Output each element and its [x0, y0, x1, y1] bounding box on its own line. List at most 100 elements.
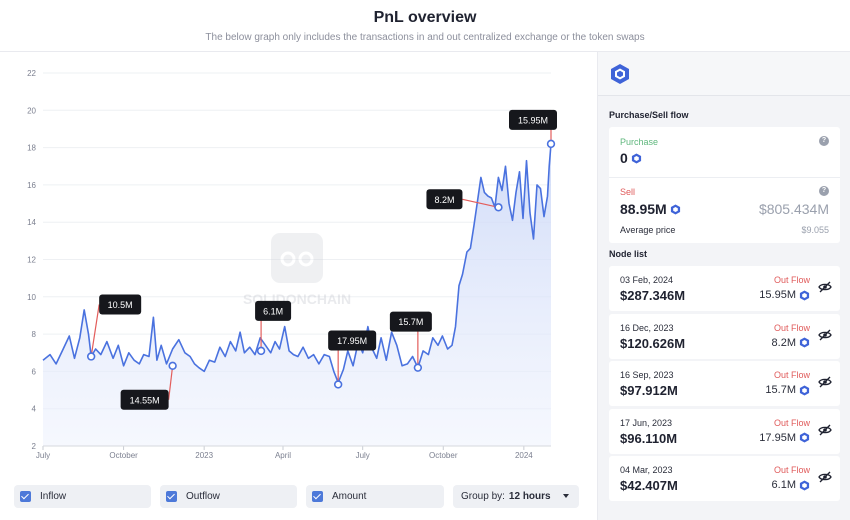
token-icon [799, 289, 810, 301]
y-tick-label: 18 [27, 144, 36, 153]
eye-off-icon[interactable] [818, 471, 832, 483]
node-usd-value: $42.407M [620, 478, 678, 493]
chevron-down-icon [563, 494, 569, 498]
eye-off-icon[interactable] [818, 424, 832, 436]
group-by-select[interactable]: Group by: 12 hours [453, 485, 579, 508]
amount-tag-label: 17.95M [337, 336, 367, 346]
node-flow-label: Out Flow [773, 370, 810, 380]
node-flow-label: Out Flow [773, 417, 810, 428]
amount-tag [509, 109, 557, 130]
inflow-toggle[interactable]: Inflow [14, 485, 151, 508]
eye-off-icon[interactable] [818, 281, 832, 293]
group-by-label: Group by: [461, 491, 505, 502]
y-tick-label: 14 [27, 218, 36, 227]
y-tick-label: 2 [32, 442, 37, 451]
flow-point [168, 361, 177, 371]
x-tick-label: October [429, 451, 458, 460]
token-icon [799, 432, 810, 443]
flow-point [546, 139, 556, 149]
callout-line [168, 365, 174, 400]
token-icon [799, 337, 810, 348]
node-flow-label: Out Flow [773, 275, 810, 285]
page-subtitle: The below graph only includes the transa… [205, 32, 645, 43]
amount-tag [255, 300, 292, 321]
y-tick-label: 20 [27, 106, 36, 115]
x-tick-label: October [109, 451, 138, 460]
series-line [42, 143, 552, 384]
x-tick-label: 2023 [195, 451, 213, 460]
node-amount: 6.1M [772, 479, 810, 491]
node-usd-value: $97.912M [620, 383, 678, 398]
x-tick-label: July [36, 451, 50, 460]
node-date: 03 Feb, 2024 [620, 275, 674, 285]
amount-label: Amount [332, 491, 367, 502]
y-tick-label: 22 [27, 69, 36, 78]
amount-tag [99, 294, 142, 315]
page-title: PnL overview [373, 9, 477, 26]
flow-point [86, 352, 96, 361]
flow-point [494, 203, 503, 212]
amount-tag-label: 14.55M [130, 395, 160, 405]
y-tick-label: 12 [27, 256, 36, 265]
y-tick-label: 10 [27, 293, 36, 302]
watermark: SOLIDONCHAIN [243, 233, 351, 307]
amount-tag-label: 15.95M [518, 115, 548, 125]
average-price-label: Average price [620, 225, 676, 235]
group-by-value: 12 hours [508, 491, 551, 502]
amount-tag [389, 311, 432, 332]
callout-line [90, 304, 100, 357]
watermark-logo-icon [271, 233, 323, 283]
checkbox-checked-icon [166, 491, 177, 502]
amount-tag [120, 389, 169, 410]
node-usd-value: $120.626M [620, 335, 686, 351]
amount-tag [426, 189, 463, 210]
flow-section-title: Purchase/Sell flow [609, 110, 689, 120]
node-usd-value: $287.346M [620, 288, 686, 303]
flow-point [256, 346, 266, 356]
panel-divider [597, 52, 598, 520]
x-tick-label: April [275, 451, 291, 460]
y-tick-label: 16 [27, 181, 36, 190]
y-axis-ticks: 2 4 6 8 10 12 14 16 18 20 22 [27, 69, 36, 451]
amount-tag-label: 6.1M [263, 306, 283, 316]
node-list-item[interactable]: 03 Feb, 2024 $287.346M Out Flow 15.95M [609, 266, 840, 311]
token-icon [799, 384, 810, 396]
help-icon[interactable]: ? [819, 136, 829, 146]
sell-value: 88.95M [620, 201, 681, 217]
callout-line [462, 198, 499, 208]
node-flow-label: Out Flow [773, 322, 810, 333]
sell-usd-value: $805.434M [758, 201, 829, 217]
purchase-value: 0 [620, 150, 642, 166]
help-icon[interactable]: ? [819, 186, 829, 196]
token-header [598, 52, 850, 96]
amount-tag-label: 15.7M [398, 317, 423, 327]
y-tick-label: 6 [32, 367, 37, 376]
node-date: 16 Sep, 2023 [620, 370, 674, 380]
amount-toggle[interactable]: Amount [306, 485, 444, 508]
eye-off-icon[interactable] [818, 329, 832, 341]
checkbox-checked-icon [20, 491, 31, 502]
chart-filters: Inflow Outflow Amount Group by: 12 hours [0, 480, 597, 520]
node-amount: 15.95M [759, 289, 810, 301]
node-list-title: Node list [609, 249, 648, 259]
card-divider [609, 177, 840, 178]
purchase-label: Purchase [620, 137, 659, 147]
purchase-sell-card: Purchase ? 0 Sell ? 88.95M $805.434M Ave… [609, 127, 840, 243]
inflow-label: Inflow [40, 491, 67, 502]
node-list-item[interactable]: 04 Mar, 2023 $42.407M Out Flow 6.1M [609, 456, 840, 501]
x-axis-ticks: July October 2023 April July October 2024 [36, 446, 533, 460]
node-usd-value: $96.110M [620, 430, 678, 446]
node-list-item[interactable]: 17 Jun, 2023 $96.110M Out Flow 17.95M [609, 408, 840, 454]
node-list-item[interactable]: 16 Sep, 2023 $97.912M Out Flow 15.7M [609, 361, 840, 406]
node-flow-label: Out Flow [773, 465, 810, 475]
token-icon [670, 204, 680, 215]
flow-point [333, 380, 343, 389]
flow-point [413, 363, 423, 372]
node-list-item[interactable]: 16 Dec, 2023 $120.626M Out Flow 8.2M [609, 313, 840, 359]
y-tick-label: 4 [32, 405, 37, 414]
outflow-toggle[interactable]: Outflow [160, 485, 297, 508]
checkbox-checked-icon [312, 491, 323, 502]
eye-off-icon[interactable] [818, 376, 832, 388]
x-tick-label: 2024 [515, 451, 533, 460]
